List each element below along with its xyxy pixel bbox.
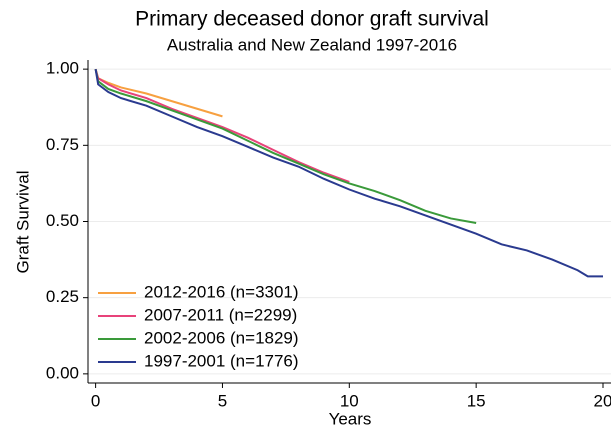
y-tick-label: 1.00 (46, 59, 79, 78)
chart-subtitle: Australia and New Zealand 1997-2016 (167, 35, 457, 54)
y-axis-label: Graft Survival (13, 171, 32, 274)
chart-title: Primary deceased donor graft survival (135, 8, 489, 31)
legend-label: 2002-2006 (n=1829) (144, 328, 299, 347)
x-axis-label: Years (329, 409, 372, 428)
survival-line (94, 68, 223, 118)
survival-line (94, 68, 477, 225)
legend-label: 1997-2001 (n=1776) (144, 351, 299, 370)
y-tick-label: 0.75 (46, 135, 79, 154)
x-tick-label: 20 (594, 391, 611, 410)
x-tick-label: 15 (467, 391, 486, 410)
y-tick-label: 0.25 (46, 287, 79, 306)
legend-label: 2007-2011 (n=2299) (144, 305, 297, 324)
x-tick-label: 0 (91, 391, 100, 410)
y-tick-label: 0.50 (46, 211, 79, 230)
y-tick-label: 0.00 (46, 363, 79, 382)
survival-line (94, 68, 350, 183)
x-tick-label: 5 (218, 391, 227, 410)
legend-label: 2012-2016 (n=3301) (144, 282, 299, 301)
x-tick-label: 10 (340, 391, 359, 410)
survival-line (94, 68, 603, 278)
